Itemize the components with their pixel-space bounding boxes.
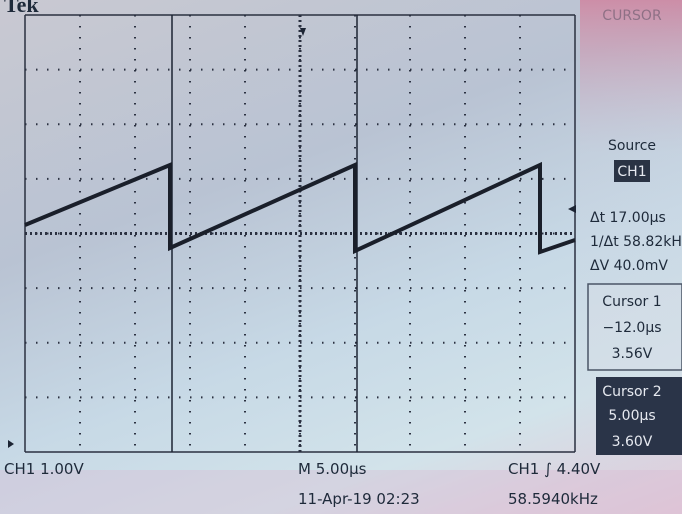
channel-scale: CH1 1.00V	[4, 460, 84, 478]
trigger-position-marker	[300, 28, 306, 36]
timestamp: 11-Apr-19 02:23	[298, 490, 420, 508]
delta-t: Δt 17.00µs	[590, 210, 666, 226]
ground-marker	[8, 440, 14, 448]
cursor-1-voltage: 3.56V	[612, 346, 653, 362]
trigger-level-marker	[568, 205, 576, 213]
cursor-1-title: Cursor 1	[602, 294, 661, 310]
cursor-2-voltage: 3.60V	[612, 434, 653, 450]
inverse-delta-t: 1/Δt 58.82kHz	[590, 234, 682, 250]
timebase: M 5.00µs	[298, 460, 367, 478]
frequency: 58.5940kHz	[508, 490, 598, 508]
delta-v: ΔV 40.0mV	[590, 258, 668, 274]
oscilloscope-photo: Tek CURSOR Source CH1 Δt 17.00µs 1/Δt 58…	[0, 0, 682, 514]
brand: Tek	[4, 0, 39, 17]
cursor-2-title: Cursor 2	[602, 384, 661, 400]
source-value: CH1	[617, 164, 646, 180]
cursor-2-time: 5.00µs	[608, 408, 655, 424]
graticule	[25, 15, 575, 452]
cursor-1-time: −12.0µs	[602, 320, 661, 336]
menu-title: CURSOR	[602, 8, 662, 24]
source-label: Source	[608, 138, 656, 154]
scope-screen: Tek CURSOR Source CH1 Δt 17.00µs 1/Δt 58…	[0, 0, 682, 514]
trigger: CH1 ∫ 4.40V	[508, 460, 601, 478]
